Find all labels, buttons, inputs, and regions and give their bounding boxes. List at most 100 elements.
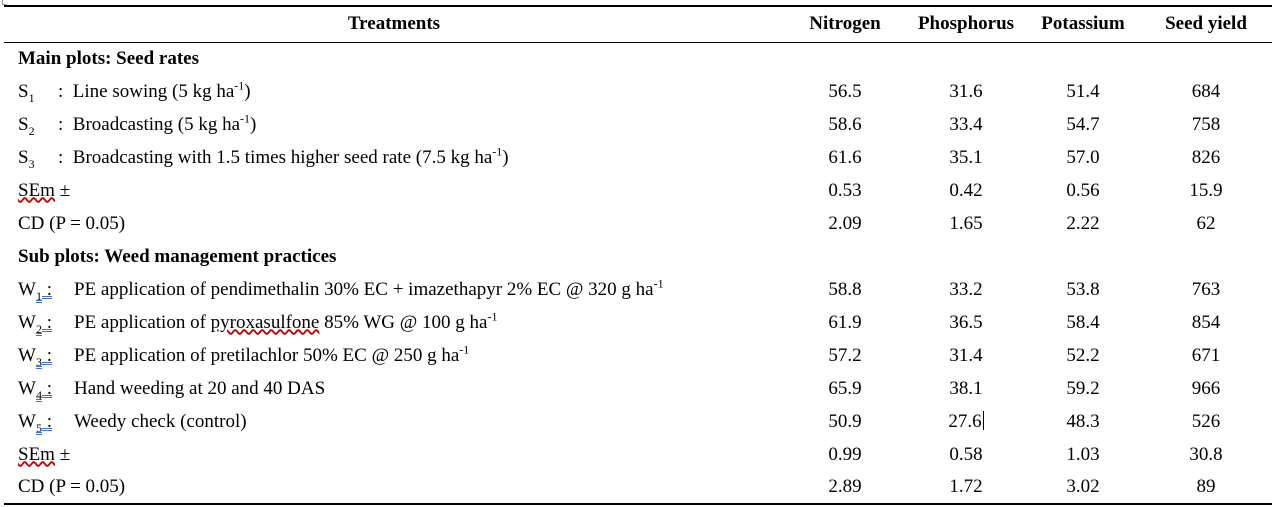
nitrogen-value: 2.09 <box>828 212 862 234</box>
treatment-code: W5 : <box>18 410 52 435</box>
phosphorus-value: 1.65 <box>949 212 983 234</box>
treatment-cell: S3: Broadcasting with 1.5 times higher s… <box>18 144 509 171</box>
phosphorus-value: 38.1 <box>949 377 983 399</box>
nitrogen-value: 57.2 <box>828 344 862 366</box>
treatment-cell: S2: Broadcasting (5 kg ha-1) <box>18 111 257 138</box>
page-corner-mark <box>2 0 7 5</box>
nitrogen-value: 0.53 <box>828 179 862 201</box>
treatment-cell: W4 : Hand weeding at 20 and 40 DAS <box>4 372 784 405</box>
treatment-cell: W2 : PE application of pyroxasulfone 85% … <box>18 309 498 336</box>
potassium-value: 3.02 <box>1026 471 1140 505</box>
header-potassium: Potassium <box>1026 5 1140 43</box>
phosphorus-value: 0.58 <box>949 443 983 465</box>
seed-yield-value: 30.8 <box>1189 443 1223 465</box>
treatment-label: Broadcasting with 1.5 times higher seed … <box>72 146 493 168</box>
treatment-label: PE application of pendimethalin 30% EC +… <box>74 278 654 300</box>
treatment-code: W1 : <box>18 278 52 303</box>
treatment-cell: W5 : Weedy check (control) <box>4 405 784 438</box>
table-row: S2: Broadcasting (5 kg ha-1) 58.6 33.4 5… <box>4 108 1272 141</box>
potassium-value: 57.0 <box>1066 146 1100 168</box>
phosphorus-value: 31.6 <box>949 80 983 102</box>
header-treatments: Treatments <box>4 5 784 43</box>
seed-yield-value: 526 <box>1191 410 1221 432</box>
header-phosphorus: Phosphorus <box>906 5 1026 43</box>
section-row-sub-plots: Sub plots: Weed management practices <box>4 240 1272 273</box>
table-row: S1: Line sowing (5 kg ha-1) 56.5 31.6 51… <box>4 75 1272 108</box>
cd-label: CD (P = 0.05) <box>18 212 126 234</box>
treatment-label: Weedy check (control) <box>74 410 247 432</box>
sem-row: SEm ± 0.53 0.42 0.56 15.9 <box>4 174 1272 207</box>
nitrogen-value: 56.5 <box>828 80 862 102</box>
table-row: W5 : Weedy check (control) 50.9 27.6 48.3… <box>4 405 1272 438</box>
seed-yield-value: 966 <box>1191 377 1221 399</box>
spellcheck-word: pyroxasulfone <box>210 311 320 333</box>
nitrogen-value: 61.6 <box>828 146 862 168</box>
header-seed-yield: Seed yield <box>1140 5 1272 43</box>
phosphorus-value: 1.72 <box>906 471 1026 505</box>
treatment-label: PE application of pretilachlor 50% EC @ … <box>74 344 460 366</box>
nitrogen-value: 58.6 <box>828 113 862 135</box>
phosphorus-value: 33.4 <box>949 113 983 135</box>
phosphorus-value: 35.1 <box>949 146 983 168</box>
table-row: W1 : PE application of pendimethalin 30% … <box>4 273 1272 306</box>
sem-label: SEm ± <box>18 179 71 201</box>
potassium-value: 58.4 <box>1066 311 1100 333</box>
section-row-main-plots: Main plots: Seed rates <box>4 42 1272 75</box>
table-row: W4 : Hand weeding at 20 and 40 DAS 65.9 3… <box>4 372 1272 405</box>
text-cursor-icon <box>982 410 984 430</box>
nitrogen-value: 2.89 <box>784 471 906 505</box>
phosphorus-value: 36.5 <box>949 311 983 333</box>
nitrogen-value: 0.99 <box>828 443 862 465</box>
treatment-code: W3 : <box>18 344 52 369</box>
seed-yield-value: 854 <box>1191 311 1221 333</box>
header-row: Treatments Nitrogen Phosphorus Potassium… <box>4 5 1272 43</box>
treatment-code: W2 : <box>18 311 52 336</box>
potassium-value: 54.7 <box>1066 113 1100 135</box>
potassium-value: 0.56 <box>1066 179 1100 201</box>
sem-label: SEm ± <box>18 443 71 465</box>
cd-row: CD (P = 0.05) 2.89 1.72 3.02 89 <box>4 471 1272 505</box>
nitrogen-value: 65.9 <box>828 377 862 399</box>
phosphorus-value: 33.2 <box>949 278 983 300</box>
seed-yield-value: 62 <box>1196 212 1216 234</box>
potassium-value: 1.03 <box>1066 443 1100 465</box>
sem-row: SEm ± 0.99 0.58 1.03 30.8 <box>4 438 1272 471</box>
treatment-cell: W1 : PE application of pendimethalin 30% … <box>18 276 664 303</box>
nutrient-uptake-table: Treatments Nitrogen Phosphorus Potassium… <box>4 5 1272 505</box>
seed-yield-value: 671 <box>1191 344 1221 366</box>
treatment-code: S1 <box>18 80 35 105</box>
phosphorus-value: 31.4 <box>949 344 983 366</box>
separator: : <box>58 113 64 135</box>
potassium-value: 2.22 <box>1066 212 1100 234</box>
treatment-label: Broadcasting (5 kg ha <box>72 113 241 135</box>
table-row: S3: Broadcasting with 1.5 times higher s… <box>4 141 1272 174</box>
nitrogen-value: 50.9 <box>828 410 862 432</box>
section-title-main-plots: Main plots: Seed rates <box>18 47 200 69</box>
phosphorus-value: 27.6 <box>948 410 984 432</box>
seed-yield-value: 826 <box>1191 146 1221 168</box>
seed-yield-value: 89 <box>1140 471 1272 505</box>
treatment-label: Line sowing (5 kg ha <box>72 80 235 102</box>
seed-yield-value: 15.9 <box>1189 179 1223 201</box>
potassium-value: 48.3 <box>1066 410 1100 432</box>
cd-label: CD (P = 0.05) <box>4 471 784 505</box>
cd-row: CD (P = 0.05) 2.09 1.65 2.22 62 <box>4 207 1272 240</box>
treatment-cell: S1: Line sowing (5 kg ha-1) <box>18 78 251 105</box>
treatment-code: S2 <box>18 113 35 138</box>
seed-yield-value: 758 <box>1191 113 1221 135</box>
section-title-sub-plots: Sub plots: Weed management practices <box>18 245 337 267</box>
treatment-code: W4 : <box>18 377 52 402</box>
header-nitrogen: Nitrogen <box>784 5 906 43</box>
nitrogen-value: 58.8 <box>828 278 862 300</box>
table-row: W2 : PE application of pyroxasulfone 85% … <box>4 306 1272 339</box>
potassium-value: 59.2 <box>1066 377 1100 399</box>
nitrogen-value: 61.9 <box>828 311 862 333</box>
phosphorus-value: 0.42 <box>949 179 983 201</box>
potassium-value: 51.4 <box>1066 80 1100 102</box>
separator: : <box>58 80 64 102</box>
treatment-label: PE application of <box>74 311 211 333</box>
treatment-label: Hand weeding at 20 and 40 DAS <box>74 377 326 399</box>
potassium-value: 52.2 <box>1066 344 1100 366</box>
treatment-cell: W3 : PE application of pretilachlor 50% E… <box>18 342 470 369</box>
seed-yield-value: 763 <box>1191 278 1221 300</box>
